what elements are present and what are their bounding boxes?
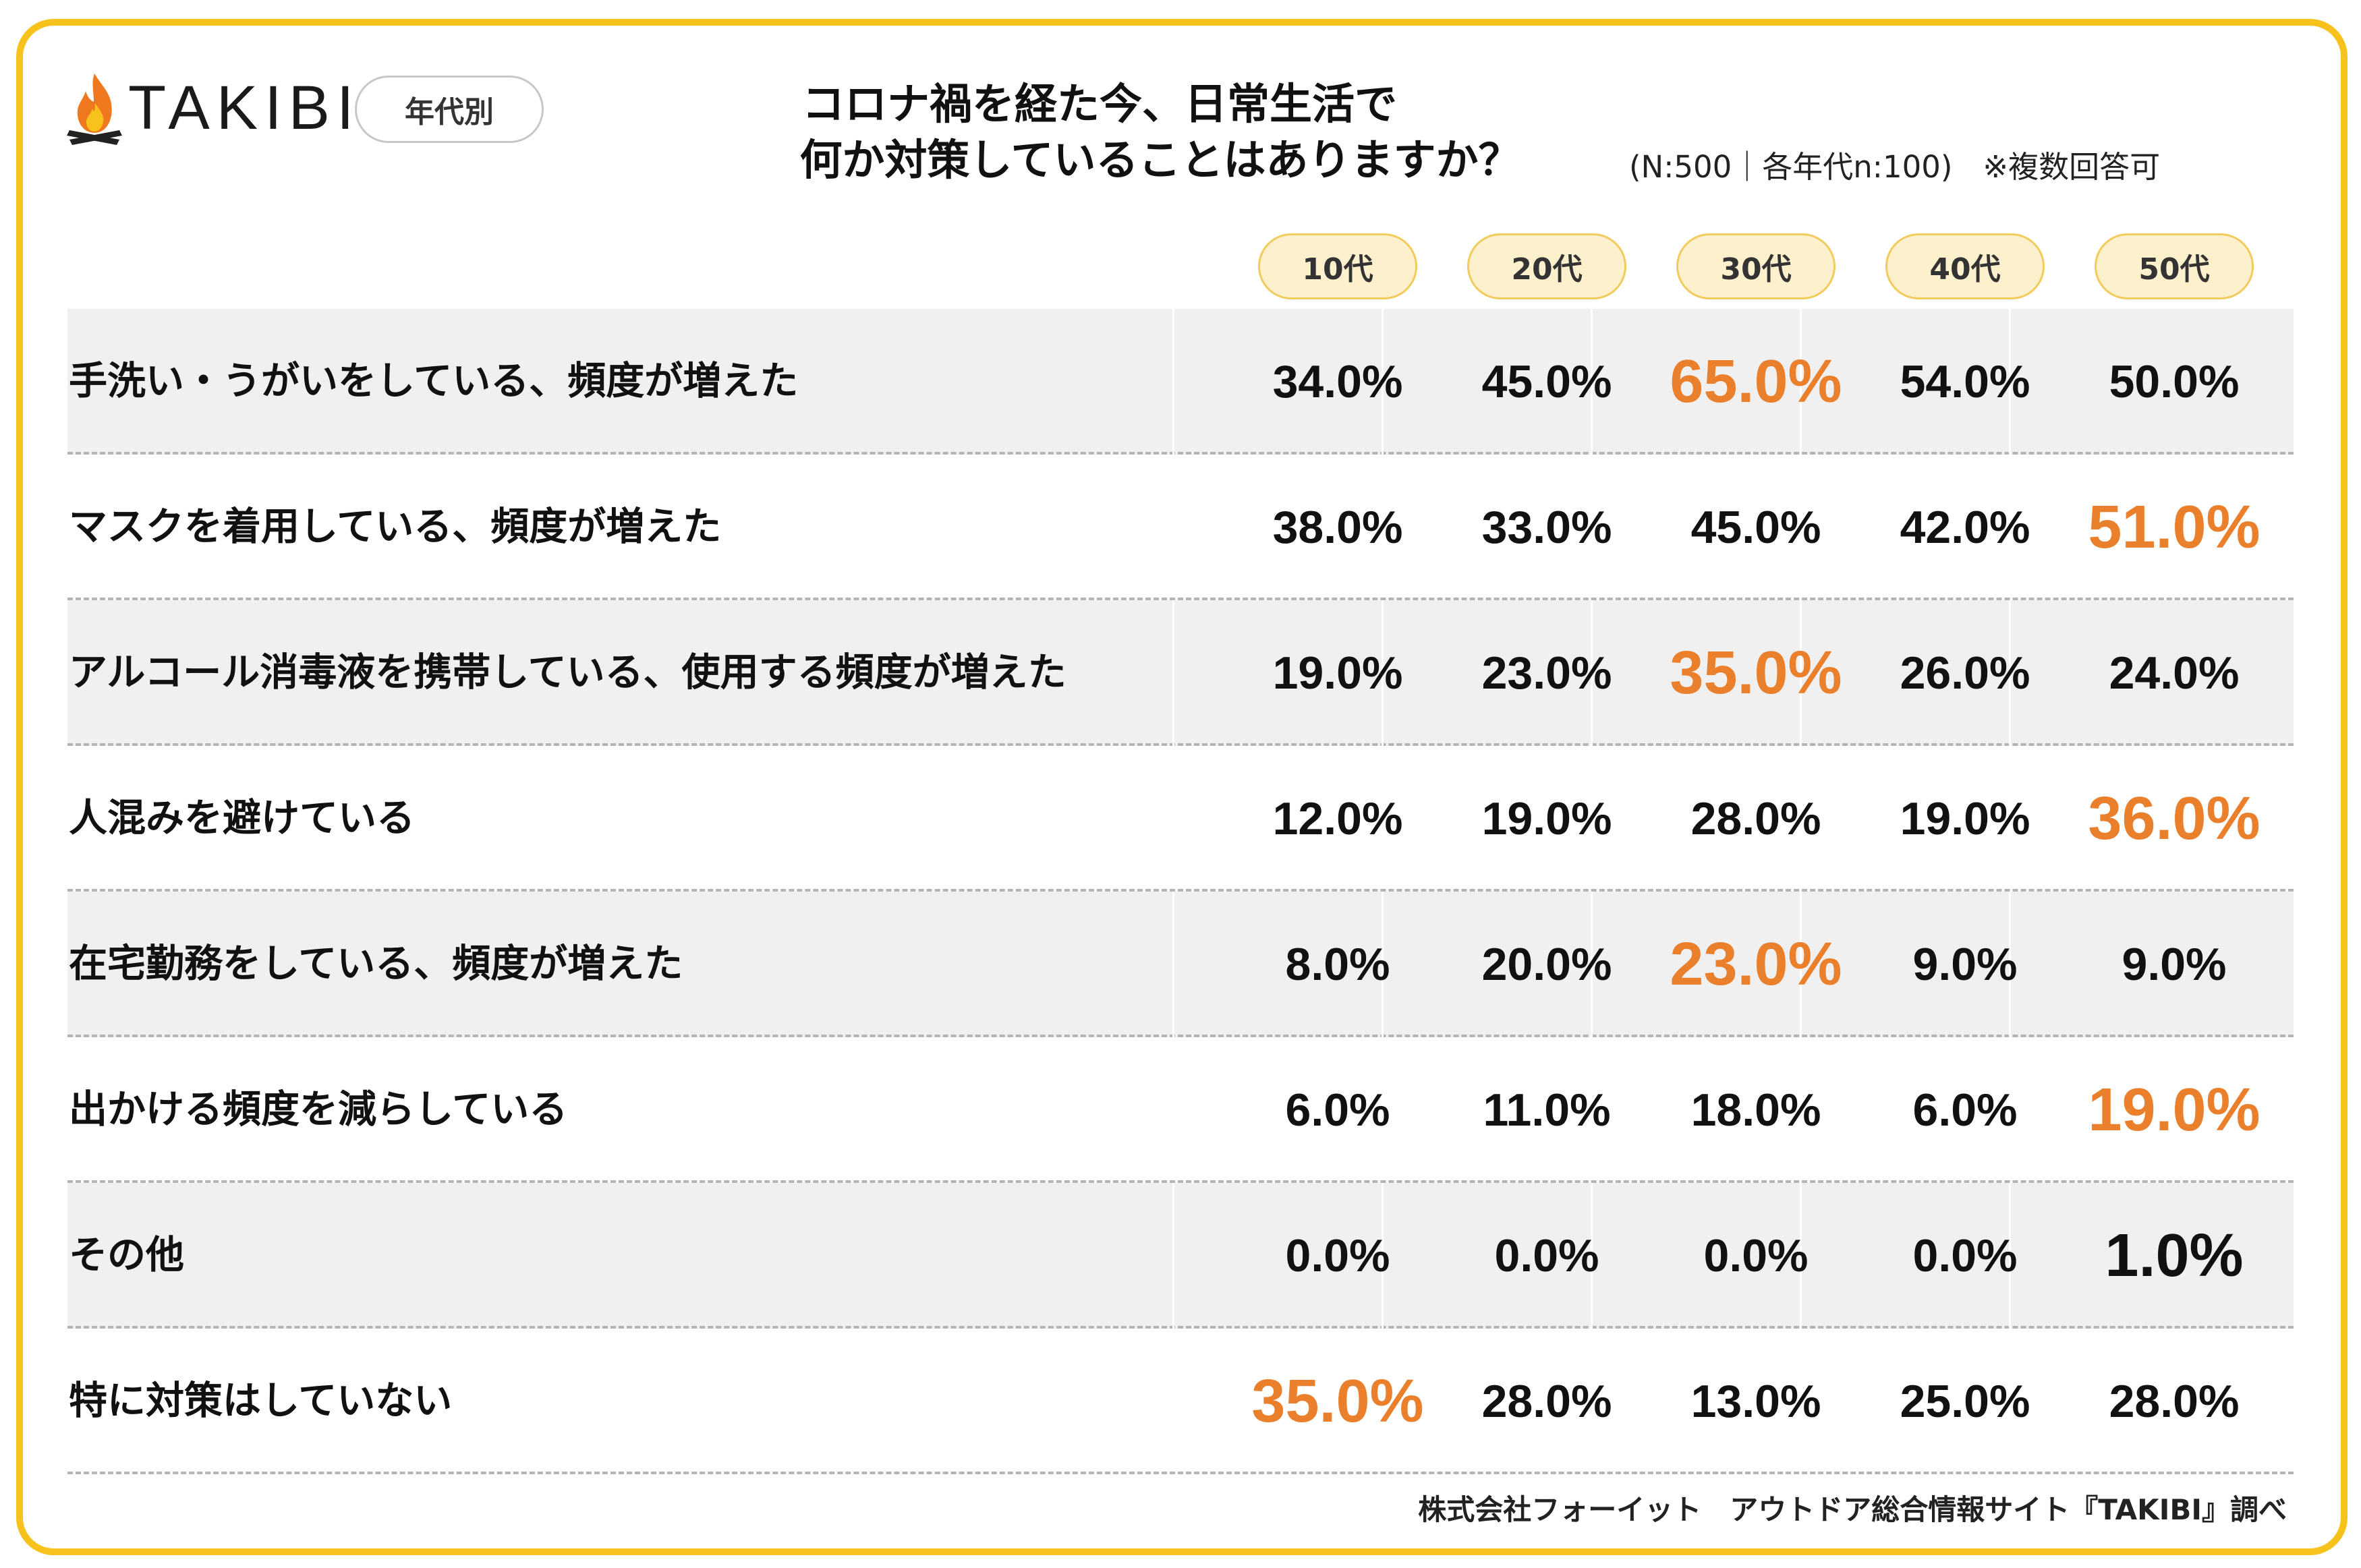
table-row: その他 0.0% 0.0% 0.0% 0.0% 1.0% bbox=[67, 1183, 2294, 1329]
value-cell: 0.0% bbox=[1912, 1230, 2018, 1281]
row-label: アルコール消毒液を携帯している、使用する頻度が増えた bbox=[69, 650, 1066, 695]
column-separator bbox=[1591, 600, 1593, 746]
column-header-2: 20代 bbox=[1467, 233, 1626, 299]
column-separator bbox=[1172, 600, 1174, 746]
column-separator bbox=[1800, 309, 1802, 455]
value-cell: 54.0% bbox=[1900, 356, 2030, 407]
row-label: 在宅勤務をしている、頻度が増えた bbox=[69, 941, 683, 986]
value-cell: 50.0% bbox=[2109, 356, 2240, 407]
campfire-icon bbox=[67, 74, 122, 145]
value-cell: 28.0% bbox=[1690, 793, 1821, 844]
column-header-3: 30代 bbox=[1676, 233, 1836, 299]
value-cell: 28.0% bbox=[2109, 1376, 2240, 1427]
value-cell: 19.0% bbox=[2088, 1076, 2260, 1144]
age-group-tag: 年代別 bbox=[355, 76, 544, 143]
table-row: 手洗い・うがいをしている、頻度が増えた 34.0% 45.0% 65.0% 54.0% 5… bbox=[67, 309, 2294, 455]
row-label: 人混みを避けている bbox=[69, 796, 415, 840]
value-cell: 45.0% bbox=[1481, 356, 1612, 407]
row-label: 出かける頻度を減らしている bbox=[69, 1087, 568, 1132]
column-separator bbox=[1172, 1183, 1174, 1329]
chart-title-line2: 何か対策していることはありますか？ bbox=[799, 136, 1521, 185]
column-separator bbox=[2009, 600, 2011, 746]
column-separator bbox=[1591, 309, 1593, 455]
row-label: その他 bbox=[69, 1233, 184, 1277]
column-separator bbox=[1800, 1183, 1802, 1329]
value-cell: 28.0% bbox=[1481, 1376, 1612, 1427]
table-row: マスクを着用している、頻度が増えた 38.0% 33.0% 45.0% 42.0% 51.… bbox=[67, 455, 2294, 600]
row-label: 手洗い・うがいをしている、頻度が増えた bbox=[69, 359, 799, 403]
value-cell: 33.0% bbox=[1481, 502, 1612, 553]
value-cell: 0.0% bbox=[1494, 1230, 1599, 1281]
value-cell: 23.0% bbox=[1481, 647, 1612, 699]
value-cell: 18.0% bbox=[1690, 1084, 1821, 1136]
value-cell: 35.0% bbox=[1251, 1367, 1424, 1435]
table-row: 人混みを避けている 12.0% 19.0% 28.0% 19.0% 36.0% bbox=[67, 746, 2294, 892]
table-row: 特に対策はしていない 35.0% 28.0% 13.0% 25.0% 28.0% bbox=[67, 1329, 2294, 1474]
sample-note: (N:500｜各年代n:100) ※複数回答可 bbox=[1629, 149, 2161, 185]
value-cell: 51.0% bbox=[2088, 493, 2260, 561]
column-separator bbox=[2009, 309, 2011, 455]
value-cell: 6.0% bbox=[1285, 1084, 1390, 1136]
value-cell: 38.0% bbox=[1272, 502, 1403, 553]
value-cell: 6.0% bbox=[1912, 1084, 2018, 1136]
value-cell: 19.0% bbox=[1272, 647, 1403, 699]
value-cell: 35.0% bbox=[1670, 639, 1842, 707]
value-cell: 23.0% bbox=[1670, 930, 1842, 998]
column-separator bbox=[1800, 600, 1802, 746]
value-cell: 1.0% bbox=[2105, 1221, 2244, 1289]
column-header-4: 40代 bbox=[1885, 233, 2045, 299]
source-credit: 株式会社フォーイット アウトドア総合情報サイト『TAKIBI』調べ bbox=[1418, 1493, 2287, 1526]
value-cell: 45.0% bbox=[1690, 502, 1821, 553]
row-label: マスクを着用している、頻度が増えた bbox=[69, 504, 722, 549]
value-cell: 26.0% bbox=[1900, 647, 2030, 699]
column-separator bbox=[1382, 892, 1384, 1037]
column-separator bbox=[1172, 309, 1174, 455]
value-cell: 0.0% bbox=[1285, 1230, 1390, 1281]
value-cell: 19.0% bbox=[1900, 793, 2030, 844]
table-row: 在宅勤務をしている、頻度が増えた 8.0% 20.0% 23.0% 9.0% 9.0% bbox=[67, 892, 2294, 1037]
value-cell: 34.0% bbox=[1272, 356, 1403, 407]
value-cell: 13.0% bbox=[1690, 1376, 1821, 1427]
brand-name: TAKIBI bbox=[128, 74, 361, 142]
table-row: アルコール消毒液を携帯している、使用する頻度が増えた 19.0% 23.0% 35.0… bbox=[67, 600, 2294, 746]
value-cell: 9.0% bbox=[2122, 939, 2227, 990]
row-label: 特に対策はしていない bbox=[69, 1378, 453, 1423]
value-cell: 24.0% bbox=[2109, 647, 2240, 699]
chart-title-line1: コロナ禍を経た今、日常生活で bbox=[802, 80, 1397, 129]
column-header-5: 50代 bbox=[2095, 233, 2254, 299]
value-cell: 65.0% bbox=[1670, 347, 1842, 415]
value-cell: 19.0% bbox=[1481, 793, 1612, 844]
table-row: 出かける頻度を減らしている 6.0% 11.0% 18.0% 6.0% 19.0% bbox=[67, 1037, 2294, 1183]
column-separator bbox=[1172, 892, 1174, 1037]
column-separator bbox=[1382, 309, 1384, 455]
column-separator bbox=[1382, 600, 1384, 746]
column-separator bbox=[1591, 892, 1593, 1037]
value-cell: 20.0% bbox=[1481, 939, 1612, 990]
column-separator bbox=[1800, 892, 1802, 1037]
column-separator bbox=[1591, 1183, 1593, 1329]
column-separator bbox=[2009, 1183, 2011, 1329]
column-separator bbox=[1382, 1183, 1384, 1329]
value-cell: 36.0% bbox=[2088, 784, 2260, 852]
value-cell: 25.0% bbox=[1900, 1376, 2030, 1427]
column-header-1: 10代 bbox=[1258, 233, 1417, 299]
value-cell: 8.0% bbox=[1285, 939, 1390, 990]
value-cell: 42.0% bbox=[1900, 502, 2030, 553]
value-cell: 0.0% bbox=[1703, 1230, 1809, 1281]
value-cell: 11.0% bbox=[1483, 1084, 1611, 1136]
value-cell: 9.0% bbox=[1912, 939, 2018, 990]
value-cell: 12.0% bbox=[1272, 793, 1403, 844]
column-separator bbox=[2009, 892, 2011, 1037]
